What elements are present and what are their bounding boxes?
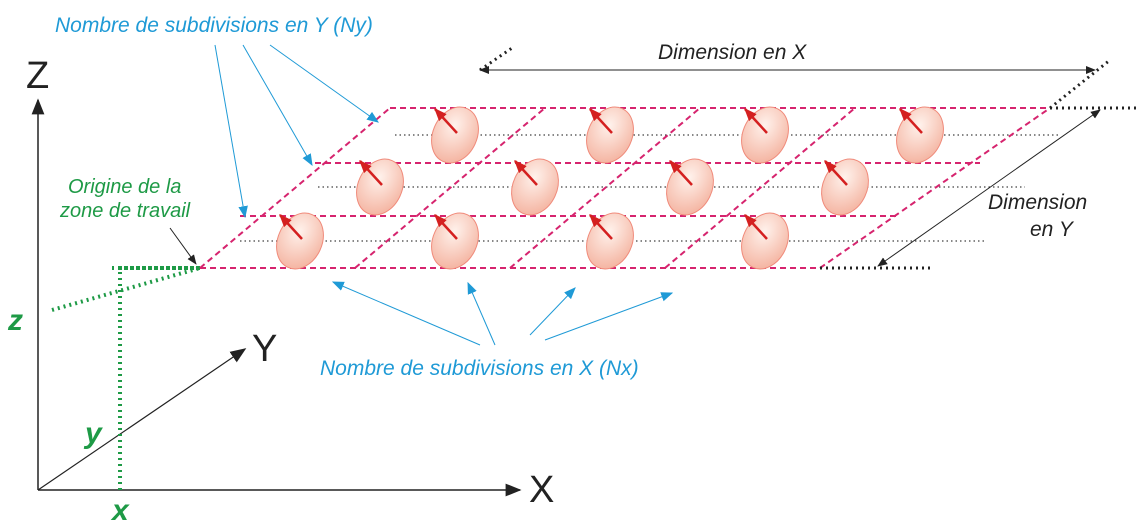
coord-y-label: y [83, 417, 103, 450]
grid-cell [666, 158, 714, 216]
origin-callout: Origine de la zone de travail [59, 176, 197, 265]
normal-arrow [824, 160, 848, 186]
dimension-y-label-line2: en Y [1030, 218, 1075, 241]
x-axis-label: X [529, 469, 554, 511]
y-axis-line [37, 348, 247, 491]
cell-ellipse [431, 106, 479, 164]
grid-cells [276, 106, 944, 270]
normal-arrow [359, 160, 383, 186]
grid-cell [356, 158, 404, 216]
ny-label: Nombre de subdivisions en Y (Ny) [55, 14, 373, 37]
normal-arrow [669, 160, 693, 186]
dimension-y-label-line1: Dimension [988, 191, 1087, 214]
coord-x-label: x [110, 494, 130, 522]
grid-cell [431, 106, 479, 164]
nx-label: Nombre de subdivisions en X (Nx) [320, 357, 639, 380]
coord-z-label: z [7, 304, 23, 337]
grid-cell [586, 106, 634, 164]
normal-arrow [589, 108, 613, 134]
grid-cell [821, 158, 869, 216]
dimension-y: Dimension en Y [820, 106, 1136, 270]
ny-callout [214, 44, 379, 219]
work-zone-grid [199, 106, 1060, 270]
grid-cell [276, 212, 324, 270]
z-guide-line [51, 266, 201, 312]
normal-arrow [434, 108, 458, 134]
y-axis-label: Y [252, 328, 277, 370]
normal-arrow [279, 214, 303, 240]
grid-cell [741, 212, 789, 270]
cell-ellipse [586, 106, 634, 164]
grid-cell [896, 106, 944, 164]
normal-arrow [744, 214, 768, 240]
normal-arrow [434, 214, 458, 240]
grid-cell [431, 212, 479, 270]
origin-label-line1: Origine de la [68, 176, 181, 198]
normal-arrow [589, 214, 613, 240]
grid-cell [586, 212, 634, 270]
normal-arrow [744, 108, 768, 134]
nx-callout [331, 281, 674, 346]
grid-cell [511, 158, 559, 216]
dimension-x-label: Dimension en X [658, 41, 807, 64]
dimension-x: Dimension en X [479, 41, 1111, 110]
z-axis-label: Z [26, 55, 49, 97]
grid-cell [741, 106, 789, 164]
origin-label-line2: zone de travail [59, 200, 191, 222]
origin-coordinate-guides [51, 266, 201, 490]
cell-ellipse [741, 106, 789, 164]
normal-arrow [514, 160, 538, 186]
cell-ellipse [896, 106, 944, 164]
